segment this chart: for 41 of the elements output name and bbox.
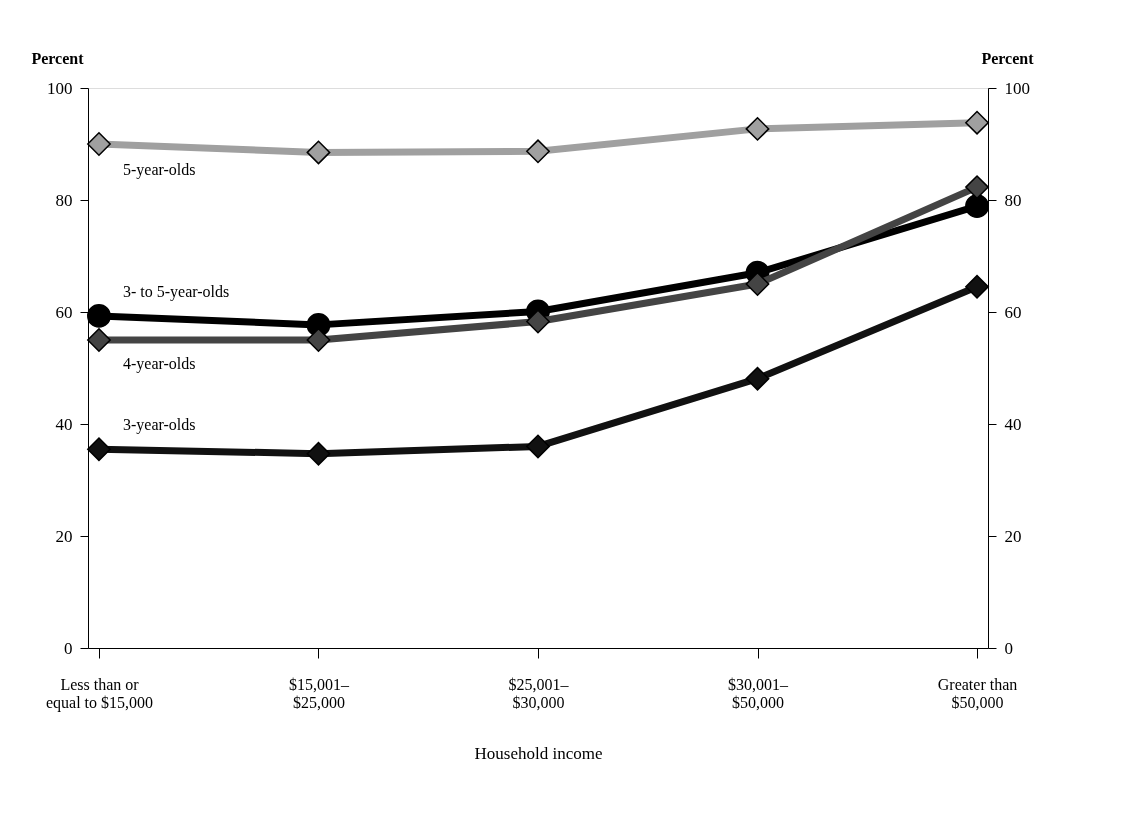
point bbox=[965, 110, 989, 135]
x-tick-label: Less than or equal to $15,000 bbox=[45, 675, 154, 712]
y2-tick-label: 80 bbox=[1004, 190, 1022, 210]
y-tick-label: 60 bbox=[55, 302, 73, 322]
point bbox=[745, 272, 770, 296]
y-tick-label: 100 bbox=[47, 78, 73, 98]
point bbox=[87, 437, 111, 462]
x-tick-label: $30,001– $50,000 bbox=[728, 675, 790, 711]
x-axis-title: Household income bbox=[474, 743, 603, 763]
point bbox=[745, 366, 770, 391]
point bbox=[965, 274, 989, 299]
y2-tick-label: 0 bbox=[1004, 638, 1013, 658]
point bbox=[526, 309, 550, 334]
y-tick-label: 40 bbox=[55, 414, 73, 434]
point bbox=[87, 132, 111, 156]
point bbox=[87, 304, 111, 328]
y2-tick-label: 20 bbox=[1004, 526, 1022, 546]
point bbox=[965, 175, 989, 200]
y-axis-title: Percent bbox=[31, 49, 85, 67]
point bbox=[965, 194, 989, 219]
series-label: 5-year-olds bbox=[122, 161, 196, 179]
y2-tick-label: 100 bbox=[1004, 78, 1030, 98]
y-tick-label: 80 bbox=[55, 190, 73, 210]
y2-tick-label: 60 bbox=[1004, 302, 1022, 322]
point bbox=[526, 139, 550, 164]
point bbox=[745, 116, 770, 141]
point bbox=[306, 441, 331, 466]
x-tick-label: $15,001– $25,000 bbox=[288, 675, 350, 711]
series-label: 4-year-olds bbox=[122, 355, 196, 373]
point bbox=[306, 140, 331, 165]
y-tick-label: 20 bbox=[55, 526, 73, 546]
point bbox=[526, 434, 550, 459]
point bbox=[87, 328, 111, 352]
point bbox=[306, 328, 331, 352]
x-tick-label: Greater than $50,000 bbox=[937, 675, 1018, 711]
x-tick-label: $25,001– $30,000 bbox=[508, 675, 570, 711]
y2-axis-title: Percent bbox=[981, 49, 1035, 67]
series-label: 3-year-olds bbox=[122, 416, 196, 435]
y-tick-label: 0 bbox=[64, 638, 73, 658]
y2-tick-label: 40 bbox=[1004, 414, 1022, 434]
series-label: 3- to 5-year-olds bbox=[122, 282, 230, 301]
